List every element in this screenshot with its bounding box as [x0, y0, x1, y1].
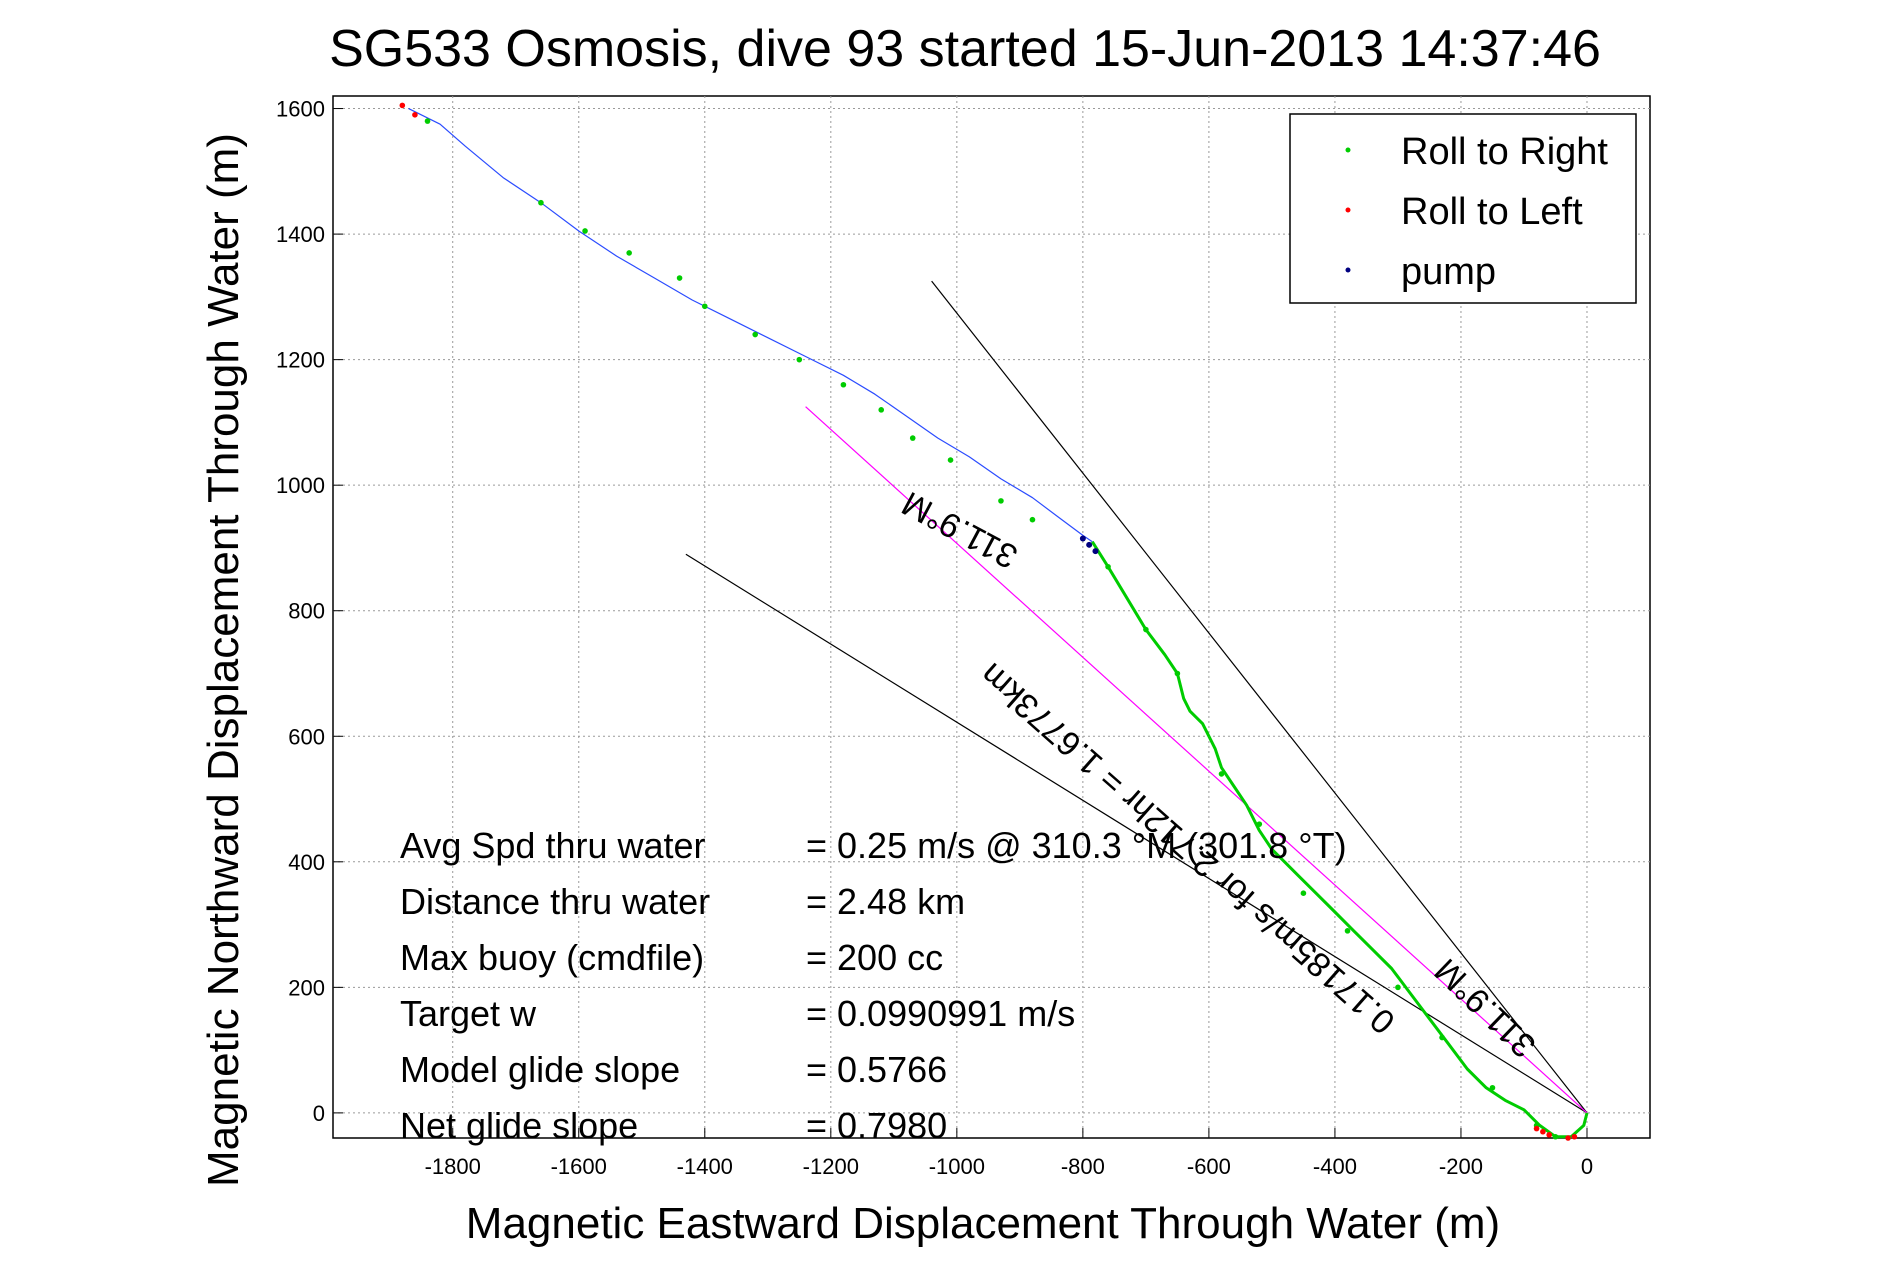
y-tick-label: 1600 — [276, 97, 325, 122]
roll-right-point — [909, 435, 916, 441]
roll-left-point — [399, 102, 406, 109]
pump-point — [1079, 535, 1086, 542]
stat-label: Max buoy (cmdfile) — [400, 937, 704, 978]
x-tick-label: -1200 — [803, 1154, 859, 1179]
x-tick-label: 0 — [1581, 1154, 1593, 1179]
roll-right-point — [1218, 771, 1225, 777]
y-tick-label: 400 — [288, 850, 325, 875]
roll-right-point — [1344, 928, 1351, 934]
x-tick-label: -800 — [1061, 1154, 1105, 1179]
roll-right-point — [1029, 516, 1036, 523]
roll-left-point — [1565, 1135, 1571, 1141]
x-tick-label: -200 — [1439, 1154, 1483, 1179]
roll-right-point — [1300, 890, 1307, 896]
x-tick-label: -400 — [1313, 1154, 1357, 1179]
roll-right-point — [796, 356, 803, 363]
x-tick-label: -1400 — [677, 1154, 733, 1179]
y-axis-label: Magnetic Northward Displacement Through … — [199, 133, 248, 1187]
roll-right-point — [1439, 1034, 1445, 1041]
roll-left-point — [1533, 1125, 1540, 1132]
roll-left-point — [1540, 1128, 1546, 1135]
pump-point — [1086, 541, 1093, 548]
legend-marker — [1345, 267, 1351, 273]
roll-right-point — [701, 303, 708, 310]
roll-right-point — [1256, 821, 1263, 827]
legend-label: pump — [1401, 251, 1496, 293]
roll-left-point — [1546, 1132, 1552, 1138]
x-tick-label: -600 — [1187, 1154, 1231, 1179]
x-tick-label: -1800 — [425, 1154, 481, 1179]
stat-value: = 0.5766 — [806, 1049, 947, 1090]
roll-right-point — [1552, 1133, 1559, 1140]
roll-right-point — [998, 498, 1004, 504]
legend-marker — [1345, 147, 1351, 153]
stat-value: = 200 cc — [806, 937, 943, 978]
stat-value: = 0.25 m/s @ 310.3 °M (301.8 °T) — [806, 825, 1347, 866]
stat-label: Distance thru water — [400, 881, 710, 922]
roll-right-point — [626, 250, 632, 256]
stats-block: Avg Spd thru water = 0.25 m/s @ 310.3 °M … — [400, 825, 1347, 1146]
reference-line-2 — [685, 553, 1588, 1114]
series-line-1 — [408, 108, 1093, 543]
roll-right-point — [840, 381, 847, 388]
x-tick-label: -1600 — [551, 1154, 607, 1179]
stat-value: = 2.48 km — [806, 881, 965, 922]
roll-left-point — [412, 112, 418, 118]
reference-line-3 — [805, 406, 1588, 1114]
stat-value: = 0.0990991 m/s — [806, 993, 1075, 1034]
stat-value: = 0.7980 — [806, 1105, 947, 1146]
y-tick-label: 800 — [288, 599, 325, 624]
roll-right-point — [878, 407, 885, 413]
y-tick-label: 1400 — [276, 222, 325, 247]
pump-point — [1092, 548, 1099, 555]
stat-label: Net glide slope — [400, 1105, 638, 1146]
roll-right-point — [582, 228, 588, 234]
chart-title: SG533 Osmosis, dive 93 started 15-Jun-20… — [329, 20, 1601, 78]
y-tick-label: 1200 — [276, 348, 325, 373]
roll-right-point — [1489, 1084, 1496, 1091]
roll-right-point — [424, 118, 431, 124]
roll-left-point — [1571, 1133, 1578, 1140]
legend: Roll to Right Roll to Left pump — [1289, 113, 1637, 304]
roll-right-point — [752, 331, 758, 338]
roll-right-point — [1395, 984, 1401, 991]
y-tick-label: 600 — [288, 724, 325, 749]
roll-right-point — [947, 457, 954, 463]
legend-label: Roll to Left — [1401, 191, 1583, 233]
y-tick-label: 1000 — [276, 473, 325, 498]
x-tick-label: -1000 — [929, 1154, 985, 1179]
reference-line-1 — [931, 280, 1588, 1114]
roll-right-point — [1143, 626, 1149, 633]
legend-label: Roll to Right — [1401, 131, 1608, 173]
stat-label: Target w — [400, 993, 537, 1034]
x-axis-label: Magnetic Eastward Displacement Through W… — [466, 1199, 1500, 1248]
series-line-2 — [1091, 540, 1589, 1139]
stat-label: Avg Spd thru water — [400, 825, 706, 866]
y-tick-label: 0 — [313, 1101, 325, 1126]
roll-right-point — [1105, 563, 1111, 570]
legend-marker — [1345, 207, 1351, 213]
stat-label: Model glide slope — [400, 1049, 680, 1090]
y-tick-label: 200 — [288, 975, 325, 1000]
roll-right-point — [1174, 670, 1181, 677]
roll-right-point — [676, 275, 683, 281]
roll-right-point — [538, 199, 544, 206]
